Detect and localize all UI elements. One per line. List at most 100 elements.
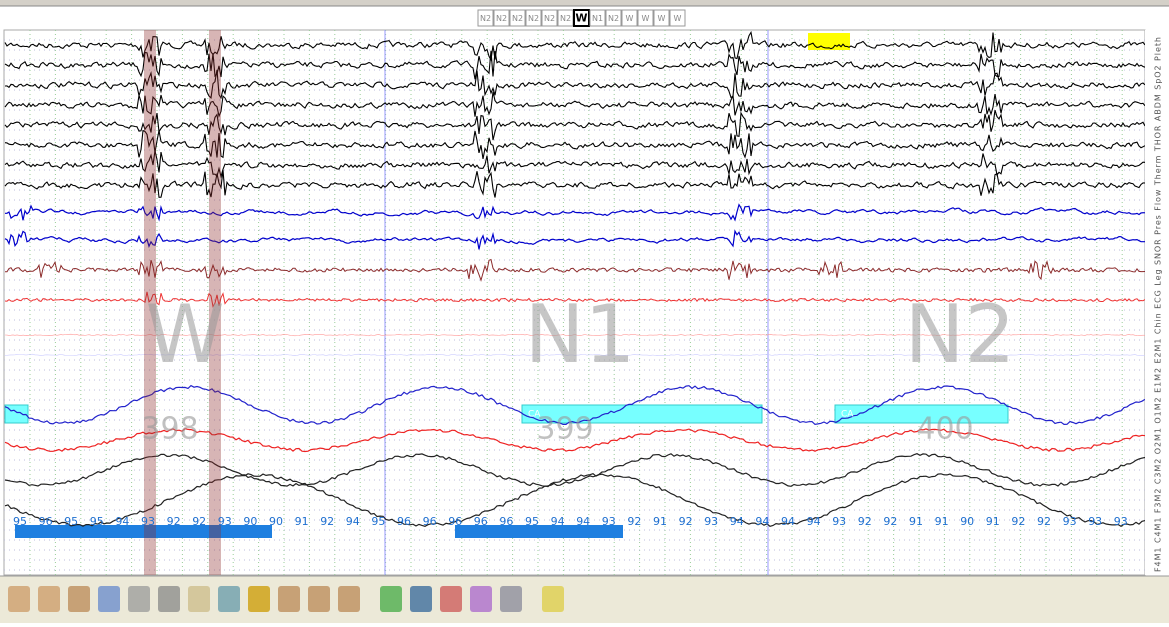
stage-box[interactable]: [653, 9, 670, 27]
tool-button[interactable]: [308, 586, 330, 612]
spo2-value: 92: [1037, 515, 1051, 528]
tool-button[interactable]: [158, 586, 180, 612]
spo2-value: 96: [448, 515, 462, 528]
resp-trace: [4, 428, 1146, 453]
spo2-value: 90: [269, 515, 283, 528]
spo2-value: 93: [602, 515, 616, 528]
stage-label[interactable]: W: [642, 14, 650, 23]
channel-labels: F4M1 C4M1 F3M2 C3M2 O2M1 O1M2 E1M2 E2M1 …: [1154, 37, 1163, 572]
tool-button[interactable]: [98, 586, 120, 612]
tool-button[interactable]: [128, 586, 150, 612]
spo2-value: 94: [755, 515, 769, 528]
stage-box[interactable]: [509, 9, 526, 27]
stage-box[interactable]: [541, 9, 558, 27]
spo2-value: 92: [858, 515, 872, 528]
resp-trace: [4, 473, 1146, 528]
tool-button[interactable]: [38, 586, 60, 612]
signal-trace: [4, 129, 1146, 160]
spo2-value: 90: [243, 515, 257, 528]
signal-trace: [5, 203, 1146, 222]
stage-label[interactable]: W: [575, 12, 587, 25]
stage-box[interactable]: [621, 9, 638, 27]
stage-box[interactable]: [477, 9, 494, 27]
grid: [4, 30, 1145, 575]
tool-button[interactable]: [338, 586, 360, 612]
epoch-number: 398: [141, 412, 198, 447]
traces: [4, 30, 1146, 575]
spo2-value: 93: [218, 515, 232, 528]
artifact: [209, 30, 221, 575]
spo2-value: 92: [192, 515, 206, 528]
stage-box[interactable]: [573, 9, 590, 27]
tool-button[interactable]: [218, 586, 240, 612]
tool-button[interactable]: [542, 586, 564, 612]
toolbar-icons: [8, 586, 564, 612]
stage-label[interactable]: N2: [512, 14, 523, 23]
stage-label[interactable]: N2: [480, 14, 491, 23]
labels: CA CA W 398 N1 399 N2 400 95 96 95 95 94 93 92 92 93 90 90…: [13, 288, 1128, 528]
signal-trace: [4, 170, 1146, 198]
spo2-value: 90: [960, 515, 974, 528]
background-marks: [4, 33, 1009, 538]
top-bar: [0, 0, 1169, 6]
stage-label[interactable]: N2: [528, 14, 539, 23]
epoch-stage: W: [145, 288, 224, 381]
spo2-value: 92: [1011, 515, 1025, 528]
stage-label[interactable]: N2: [544, 14, 555, 23]
spo2-value: 95: [90, 515, 104, 528]
tool-button[interactable]: [410, 586, 432, 612]
epoch-stage: N2: [905, 288, 1016, 381]
tool-button[interactable]: [380, 586, 402, 612]
spo2-value: 96: [499, 515, 513, 528]
epoch-number: 399: [536, 412, 593, 447]
stage-label[interactable]: W: [626, 14, 634, 23]
stage-box[interactable]: [669, 9, 686, 27]
event-box: [834, 404, 1009, 424]
spo2-value: 94: [807, 515, 821, 528]
tool-button[interactable]: [188, 586, 210, 612]
event-box: [4, 404, 29, 424]
signal-trace: [4, 333, 1146, 337]
stage-box[interactable]: [493, 9, 510, 27]
artifact: [144, 30, 156, 575]
tool-button[interactable]: [248, 586, 270, 612]
stage-box[interactable]: [605, 9, 622, 27]
resp-trace: [4, 384, 1146, 426]
stage-label[interactable]: N2: [608, 14, 619, 23]
stage-label[interactable]: N1: [592, 14, 603, 23]
spo2-value: 93: [1114, 515, 1128, 528]
tool-button[interactable]: [440, 586, 462, 612]
signal-trace: [4, 91, 1146, 118]
signal-trace: [4, 353, 1146, 357]
spo2-value: 94: [346, 515, 360, 528]
stage-box[interactable]: [589, 9, 606, 27]
stage-label[interactable]: W: [658, 14, 666, 23]
tool-button[interactable]: [68, 586, 90, 612]
stage-label[interactable]: N2: [560, 14, 571, 23]
tool-button[interactable]: [500, 586, 522, 612]
spo2-value: 91: [653, 515, 667, 528]
stage-label[interactable]: N2: [496, 14, 507, 23]
tool-button[interactable]: [470, 586, 492, 612]
spo2-value: 96: [474, 515, 488, 528]
spo2-value: 95: [371, 515, 385, 528]
event-label: CA: [841, 410, 854, 420]
desat-bar: [15, 525, 272, 538]
tool-button[interactable]: [8, 586, 30, 612]
spo2-value: 96: [397, 515, 411, 528]
spo2-value: 94: [781, 515, 795, 528]
spo2-value: 95: [64, 515, 78, 528]
stage-label[interactable]: W: [674, 14, 682, 23]
epoch-stage: N1: [525, 288, 636, 381]
spo2-value: 93: [832, 515, 846, 528]
stage-box[interactable]: [525, 9, 542, 27]
spo2-value: 92: [883, 515, 897, 528]
stage-box[interactable]: [637, 9, 654, 27]
tool-button[interactable]: [278, 586, 300, 612]
event-label: CA: [528, 410, 541, 420]
spo2-value: 95: [525, 515, 539, 528]
spo2-value: 94: [115, 515, 129, 528]
spo2-value: 91: [909, 515, 923, 528]
spo2-value: 93: [704, 515, 718, 528]
